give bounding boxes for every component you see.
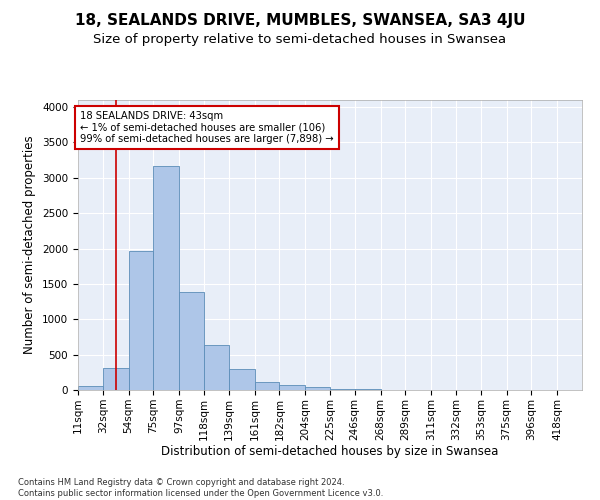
Bar: [280, 386, 305, 390]
Text: 18 SEALANDS DRIVE: 43sqm
← 1% of semi-detached houses are smaller (106)
99% of s: 18 SEALANDS DRIVE: 43sqm ← 1% of semi-de…: [80, 110, 334, 144]
Text: 18, SEALANDS DRIVE, MUMBLES, SWANSEA, SA3 4JU: 18, SEALANDS DRIVE, MUMBLES, SWANSEA, SA…: [75, 12, 525, 28]
Bar: [330, 388, 355, 390]
X-axis label: Distribution of semi-detached houses by size in Swansea: Distribution of semi-detached houses by …: [161, 446, 499, 458]
Bar: [154, 166, 179, 390]
Bar: [254, 382, 280, 390]
Bar: [229, 369, 254, 390]
Bar: [128, 250, 154, 390]
Bar: [305, 387, 330, 390]
Text: Contains HM Land Registry data © Crown copyright and database right 2024.
Contai: Contains HM Land Registry data © Crown c…: [18, 478, 383, 498]
Y-axis label: Number of semi-detached properties: Number of semi-detached properties: [23, 136, 37, 354]
Bar: [179, 292, 204, 390]
Bar: [78, 386, 103, 390]
Bar: [204, 344, 229, 390]
Text: Size of property relative to semi-detached houses in Swansea: Size of property relative to semi-detach…: [94, 32, 506, 46]
Bar: [103, 368, 128, 390]
